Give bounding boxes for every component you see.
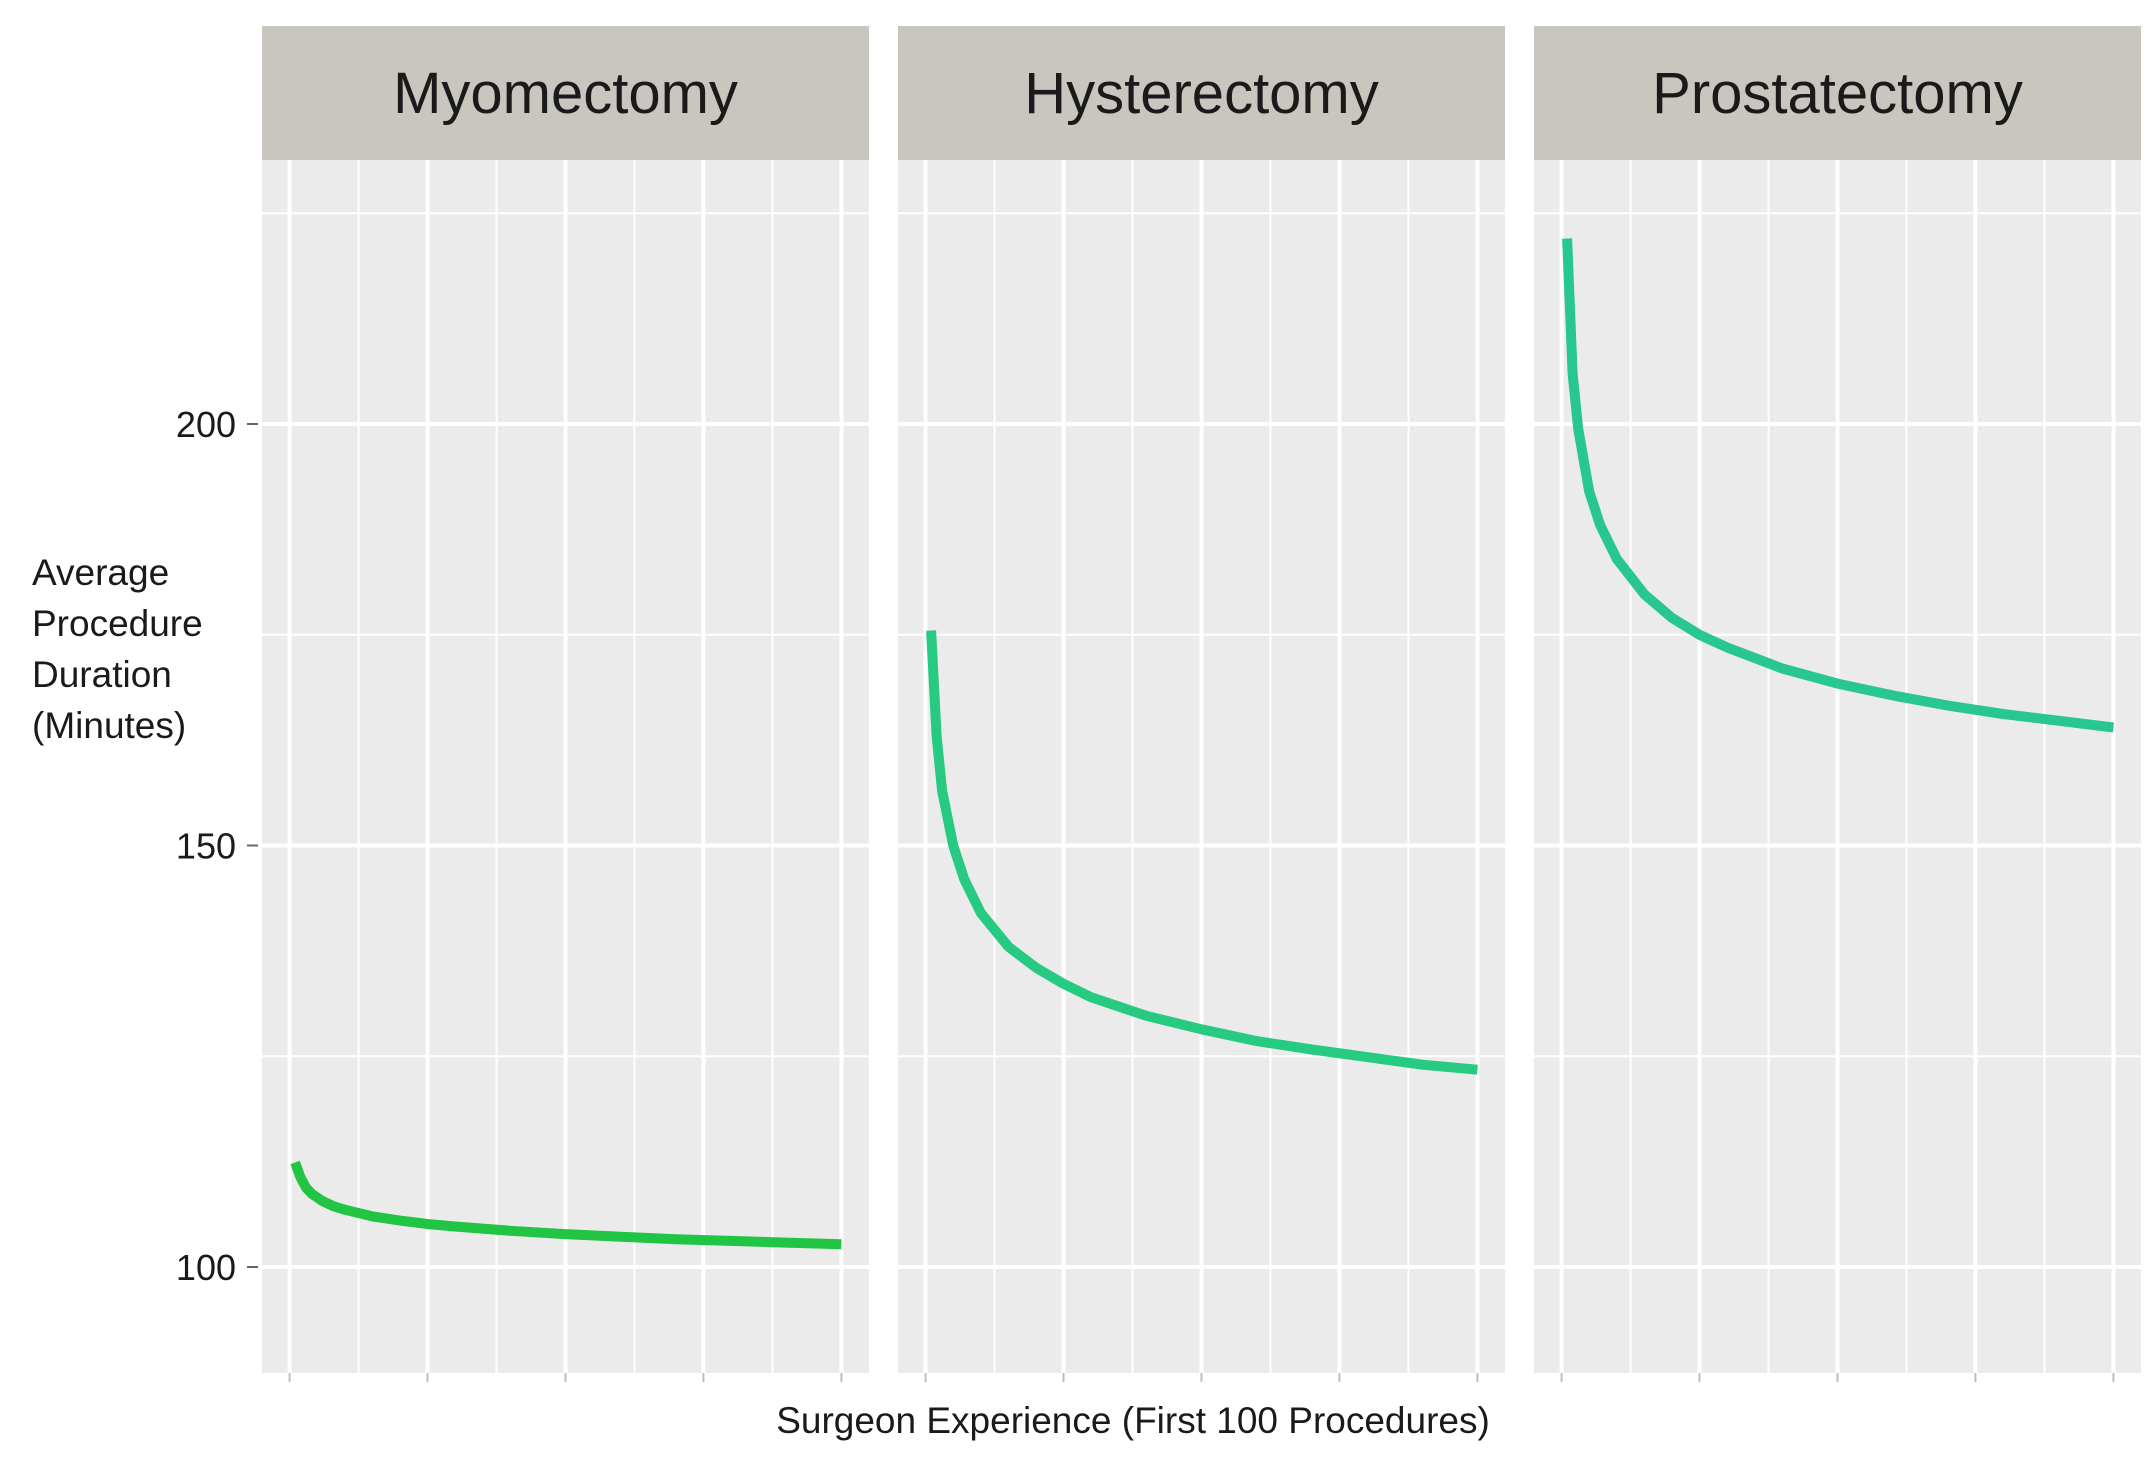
facet-hysterectomy: Hysterectomy bbox=[898, 26, 1505, 1382]
facet-myomectomy: Myomectomy bbox=[262, 26, 869, 1382]
gridlines bbox=[262, 160, 869, 1382]
y-axis-title: Average Procedure Duration (Minutes) bbox=[32, 552, 203, 746]
y-axis-title-line-1: Average bbox=[32, 552, 169, 593]
y-tick-label: 150 bbox=[176, 826, 236, 867]
y-axis-title-line-2: Procedure bbox=[32, 603, 203, 644]
y-tick-label: 200 bbox=[176, 404, 236, 445]
facet-strip-label: Myomectomy bbox=[393, 61, 738, 126]
y-axis: 100 150 200 bbox=[176, 404, 258, 1288]
facet-strip bbox=[262, 26, 869, 160]
gridlines bbox=[898, 160, 1505, 1382]
y-tick-label: 100 bbox=[176, 1247, 236, 1288]
series-line-prostatectomy bbox=[1562, 238, 2115, 733]
gridlines bbox=[1534, 160, 2141, 1382]
facets-layer: Myomectomy Hysterectomy Prostatectomy bbox=[262, 26, 2141, 1382]
facet-prostatectomy: Prostatectomy bbox=[1534, 26, 2141, 1382]
facet-strip bbox=[1534, 26, 2141, 160]
facet-strip-label: Prostatectomy bbox=[1652, 61, 2023, 126]
y-axis-title-line-4: (Minutes) bbox=[32, 705, 186, 746]
facet-strip-label: Hysterectomy bbox=[1024, 61, 1379, 126]
facet-strip bbox=[898, 26, 1505, 160]
y-axis-title-line-3: Duration bbox=[32, 654, 172, 695]
series-line-hysterectomy bbox=[926, 630, 1478, 1075]
series-line-myomectomy bbox=[290, 1160, 842, 1250]
x-axis-title: Surgeon Experience (First 100 Procedures… bbox=[776, 1400, 1490, 1441]
